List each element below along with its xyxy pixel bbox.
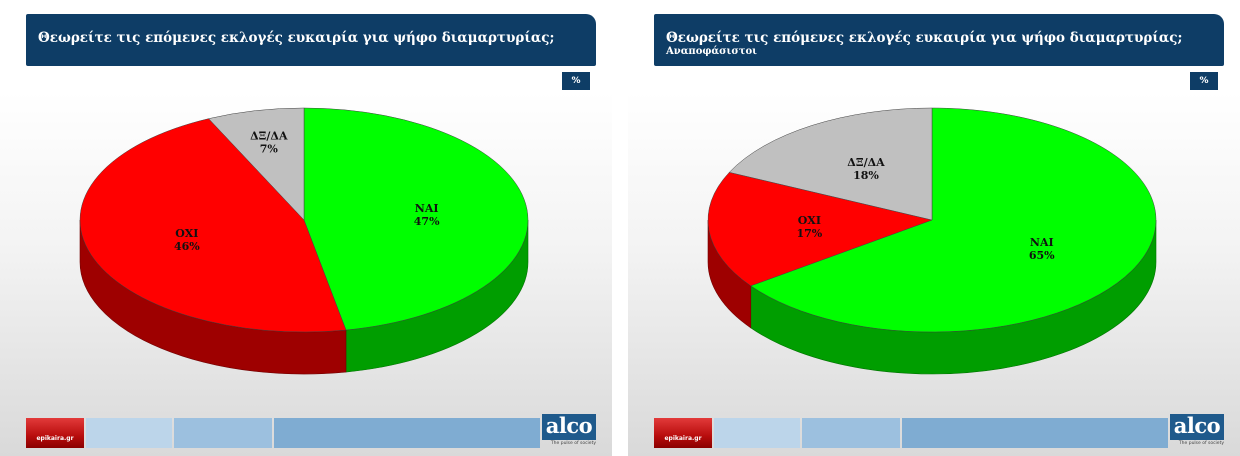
slice-value-label: 46% (174, 240, 200, 253)
slice-value-label: 65% (1029, 249, 1055, 262)
epikaira-logo-text: epikaira.gr (36, 435, 74, 442)
slice-name-label: ΝΑΙ (1030, 236, 1054, 249)
slice-value-label: 7% (260, 142, 279, 155)
alco-logo-block: alco The pulse of society (542, 414, 596, 448)
slice-value-label: 47% (414, 215, 440, 228)
pie-slice (303, 107, 529, 331)
slice-value-label: 18% (853, 169, 879, 182)
footer-band (714, 418, 800, 448)
pie-tops (79, 107, 529, 333)
slice-name-label: ΔΞ/ΔΑ (250, 129, 288, 142)
footer-band (802, 418, 900, 448)
slide-right: Θεωρείτε τις επόμενες εκλογές ευκαιρία γ… (628, 0, 1240, 456)
title-bar: Θεωρείτε τις επόμενες εκλογές ευκαιρία γ… (26, 14, 596, 66)
footer-bar: epikaira.gr alco The pulse of society (26, 414, 596, 448)
alco-tagline: The pulse of society (1178, 441, 1224, 446)
footer-bar: epikaira.gr alco The pulse of society (654, 414, 1224, 448)
pie-slice (728, 107, 933, 221)
slice-name-label: ΔΞ/ΔΑ (847, 156, 885, 169)
epikaira-logo-text: epikaira.gr (664, 435, 702, 442)
pie-slice (750, 107, 1157, 333)
slide-left: Θεωρείτε τις επόμενες εκλογές ευκαιρία γ… (0, 0, 612, 456)
footer-band (174, 418, 272, 448)
footer-band (86, 418, 172, 448)
pie-slice (208, 107, 305, 221)
pie-tops (707, 107, 1157, 333)
pie-slice (707, 172, 933, 287)
alco-tagline: The pulse of society (550, 441, 596, 446)
epikaira-logo: epikaira.gr (26, 418, 84, 448)
alco-logo: alco (1170, 414, 1224, 440)
footer-band (902, 418, 1168, 448)
chart-subtitle: Αναποφάσιστοι (666, 46, 757, 57)
slice-name-label: ΟΧΙ (175, 227, 198, 240)
epikaira-logo: epikaira.gr (654, 418, 712, 448)
chart-title: Θεωρείτε τις επόμενες εκλογές ευκαιρία γ… (38, 30, 555, 46)
footer-band (274, 418, 540, 448)
pie-slice (79, 118, 347, 333)
slice-name-label: ΝΑΙ (415, 202, 439, 215)
alco-logo-block: alco The pulse of society (1170, 414, 1224, 448)
unit-badge: % (562, 72, 590, 90)
chart-title: Θεωρείτε τις επόμενες εκλογές ευκαιρία γ… (666, 30, 1183, 46)
slice-value-label: 17% (796, 227, 822, 240)
unit-badge: % (1190, 72, 1218, 90)
alco-logo: alco (542, 414, 596, 440)
title-bar: Θεωρείτε τις επόμενες εκλογές ευκαιρία γ… (654, 14, 1224, 66)
slice-name-label: ΟΧΙ (798, 214, 821, 227)
